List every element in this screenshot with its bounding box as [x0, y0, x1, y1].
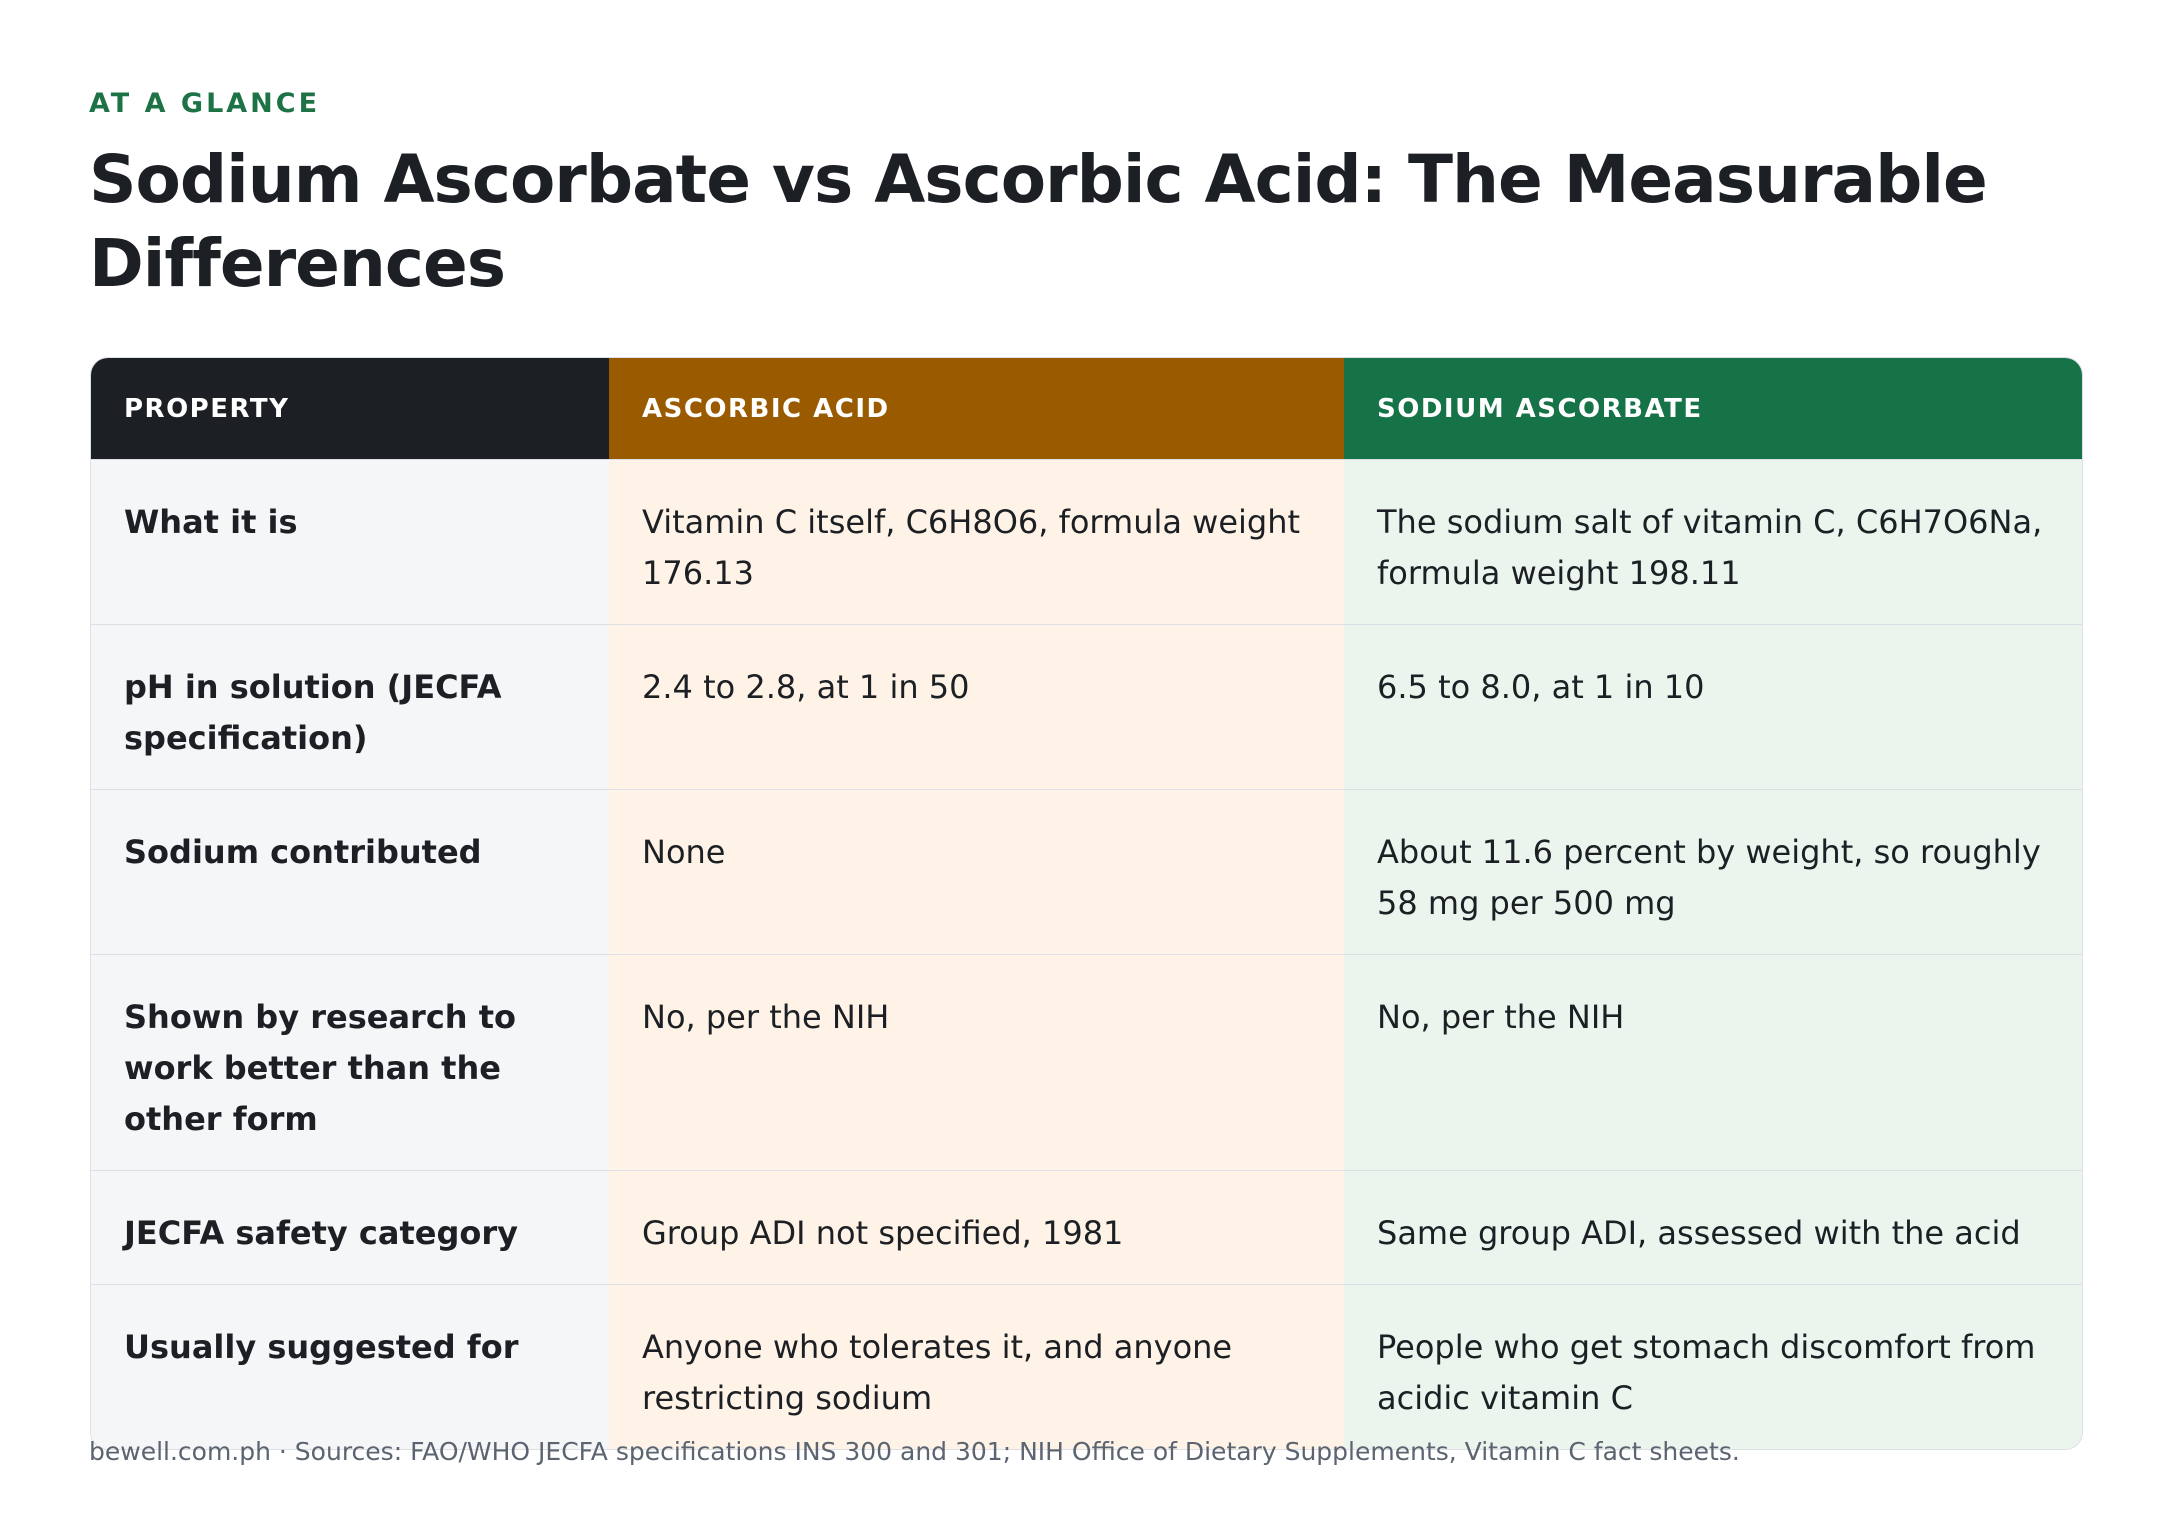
table-cell: No, per the NIH — [609, 954, 1344, 1171]
table-cell: Anyone who tolerates it, and anyone rest… — [609, 1284, 1344, 1449]
comparison-table: PROPERTY ASCORBIC ACID SODIUM ASCORBATE Wh… — [90, 357, 2083, 1450]
table-row: Sodium contributed None About 11.6 percent… — [91, 789, 2082, 955]
footer: bewell.com.ph · Sources: FAO/WHO JECFA s… — [89, 1437, 1740, 1466]
table-row: JECFA safety category Group ADI not speci… — [91, 1170, 2082, 1285]
table-cell: pH in solution (JECFA specification) — [91, 624, 609, 790]
table-row: What it is Vitamin C itself, C6H8O6, form… — [91, 459, 2082, 625]
column-header: PROPERTY — [91, 358, 609, 460]
table-cell: About 11.6 percent by weight, so roughly… — [1344, 789, 2082, 955]
table-row: Shown by research to work better than th… — [91, 954, 2082, 1171]
table-cell: JECFA safety category — [91, 1170, 609, 1285]
table-cell: The sodium salt of vitamin C, C6H7O6Na, … — [1344, 459, 2082, 625]
eyebrow: AT A GLANCE — [89, 88, 321, 119]
table-cell: Group ADI not specified, 1981 — [609, 1170, 1344, 1285]
table-cell: 6.5 to 8.0, at 1 in 10 — [1344, 624, 2082, 790]
table-cell: No, per the NIH — [1344, 954, 2082, 1171]
table-row: pH in solution (JECFA specification) 2.4 … — [91, 624, 2082, 790]
column-header: ASCORBIC ACID — [609, 358, 1344, 460]
title: Sodium Ascorbate vs Ascorbic Acid: The M… — [89, 141, 1988, 302]
table-cell: Same group ADI, assessed with the acid — [1344, 1170, 2082, 1285]
table-cell: Vitamin C itself, C6H8O6, formula weight… — [609, 459, 1344, 625]
table-cell: What it is — [91, 459, 609, 625]
header-row: PROPERTY ASCORBIC ACID SODIUM ASCORBATE — [91, 358, 2082, 460]
table-cell: Sodium contributed — [91, 789, 609, 955]
column-header: SODIUM ASCORBATE — [1344, 358, 2082, 460]
table-body: What it is Vitamin C itself, C6H8O6, form… — [91, 459, 2082, 1449]
table: PROPERTY ASCORBIC ACID SODIUM ASCORBATE Wh… — [91, 358, 2082, 1449]
table-row: Usually suggested for Anyone who tolerate… — [91, 1284, 2082, 1449]
table-cell: 2.4 to 2.8, at 1 in 50 — [609, 624, 1344, 790]
table-cell: Shown by research to work better than th… — [91, 954, 609, 1171]
table-cell: People who get stomach discomfort from a… — [1344, 1284, 2082, 1449]
table-cell: Usually suggested for — [91, 1284, 609, 1449]
table-cell: None — [609, 789, 1344, 955]
